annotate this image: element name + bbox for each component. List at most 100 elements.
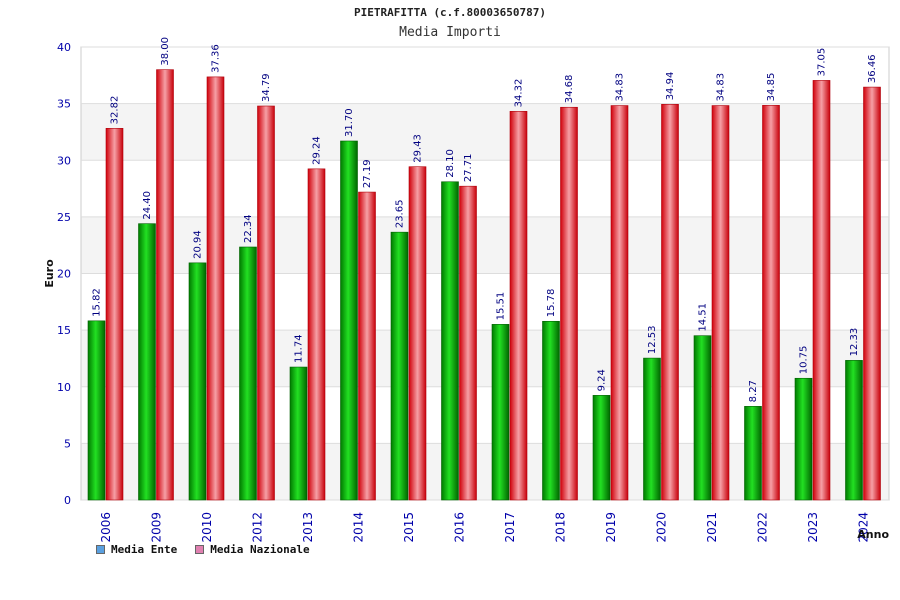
data-label: 29.24: [312, 136, 323, 165]
data-label: 38.00: [160, 37, 171, 66]
data-label: 36.46: [867, 54, 878, 83]
bar-nazionale: [206, 76, 225, 501]
chart-title: PIETRAFITTA (c.f.80003650787): [353, 6, 547, 19]
data-label: 27.71: [463, 154, 474, 183]
bar-nazionale: [711, 105, 730, 501]
data-label: 11.74: [294, 334, 305, 363]
data-label: 14.51: [698, 303, 709, 332]
data-label: 34.79: [261, 73, 272, 102]
bar-nazionale: [459, 185, 477, 501]
x-tick-label: 2014: [352, 512, 366, 543]
bar-ente: [188, 262, 207, 501]
bar-nazionale: [509, 111, 528, 501]
legend-swatch-nazionale: [195, 545, 205, 554]
x-tick-label: 2021: [705, 512, 719, 543]
bar-ente: [592, 395, 611, 501]
y-tick-label: 5: [64, 437, 71, 450]
data-label: 15.51: [496, 292, 507, 321]
data-label: 10.75: [799, 346, 810, 375]
data-label: 34.83: [716, 73, 727, 102]
x-tick-label: 2010: [200, 512, 214, 543]
bar-ente: [441, 181, 459, 501]
x-tick-label: 2024: [857, 512, 871, 543]
legend-swatch-ente: [96, 545, 105, 554]
bar-ente: [542, 320, 560, 501]
x-tick-label: 2009: [150, 512, 164, 543]
bar-ente: [794, 377, 813, 501]
legend: Media Ente Media Nazionale: [96, 543, 310, 556]
x-tick-label: 2016: [453, 512, 467, 543]
legend-item-ente: Media Ente: [96, 543, 177, 556]
bar-nazionale: [307, 168, 326, 501]
bar-nazionale: [358, 191, 376, 501]
bar-ente: [340, 140, 358, 501]
data-label: 34.68: [564, 75, 575, 104]
bar-ente: [138, 223, 156, 501]
data-label: 37.05: [817, 48, 828, 77]
x-tick-label: 2018: [554, 512, 568, 543]
data-label: 9.24: [597, 369, 608, 391]
data-label: 32.82: [110, 96, 121, 125]
y-tick-label: 30: [57, 154, 71, 167]
data-label: 29.43: [413, 134, 424, 163]
y-tick-label: 10: [57, 381, 71, 394]
data-label: 15.78: [546, 289, 557, 318]
bar-ente: [289, 366, 308, 501]
data-label: 28.10: [445, 149, 456, 178]
y-tick-label: 0: [64, 494, 71, 507]
data-label: 12.33: [849, 328, 860, 357]
x-axis-label: Anno: [857, 528, 889, 541]
x-tick-label: 2013: [301, 512, 315, 543]
x-tick-label: 2019: [604, 512, 618, 543]
x-tick-label: 2006: [99, 512, 113, 543]
x-tick-label: 2020: [655, 512, 669, 543]
data-label: 8.27: [748, 380, 759, 402]
x-tick-label: 2023: [806, 512, 820, 543]
bar-nazionale: [812, 80, 831, 501]
data-label: 12.53: [647, 325, 658, 354]
data-label: 23.65: [395, 200, 406, 229]
data-label: 31.70: [344, 108, 355, 137]
x-tick-label: 2015: [402, 512, 416, 543]
bar-ente: [744, 406, 762, 501]
bar-ente: [643, 357, 661, 501]
y-tick-label: 20: [57, 268, 71, 281]
bar-nazionale: [762, 105, 780, 501]
x-tick-label: 2017: [503, 512, 517, 543]
data-label: 27.19: [362, 159, 373, 188]
bar-nazionale: [610, 105, 629, 501]
y-tick-label: 15: [57, 324, 71, 337]
y-tick-label: 25: [57, 211, 71, 224]
bar-nazionale: [661, 104, 679, 501]
bar-nazionale: [105, 128, 124, 501]
x-tick-label: 2022: [756, 512, 770, 543]
bar-nazionale: [408, 166, 427, 501]
data-label: 22.34: [243, 214, 254, 243]
data-label: 34.83: [615, 73, 626, 102]
bar-ente: [845, 360, 863, 501]
y-tick-label: 40: [57, 41, 71, 54]
legend-item-nazionale: Media Nazionale: [195, 543, 310, 556]
bar-nazionale: [156, 69, 174, 501]
bar-ente: [390, 231, 409, 501]
data-label: 34.85: [766, 73, 777, 102]
data-label: 20.94: [193, 230, 204, 259]
data-label: 37.36: [211, 44, 222, 73]
y-axis-label: Euro: [43, 259, 56, 288]
bar-ente: [87, 320, 106, 501]
data-label: 15.82: [92, 288, 103, 317]
legend-label-nazionale: Media Nazionale: [210, 543, 310, 556]
chart-subtitle: Media Importi: [399, 25, 501, 40]
data-label: 34.94: [665, 72, 676, 101]
data-label: 24.40: [142, 191, 153, 220]
legend-label-ente: Media Ente: [111, 543, 178, 556]
x-tick-label: 2012: [251, 512, 265, 543]
bar-ente: [491, 324, 510, 501]
y-tick-label: 35: [57, 98, 71, 111]
bar-ente: [693, 335, 712, 501]
bar-nazionale: [560, 106, 578, 501]
data-label: 34.32: [514, 79, 525, 108]
bar-nazionale: [257, 105, 275, 501]
